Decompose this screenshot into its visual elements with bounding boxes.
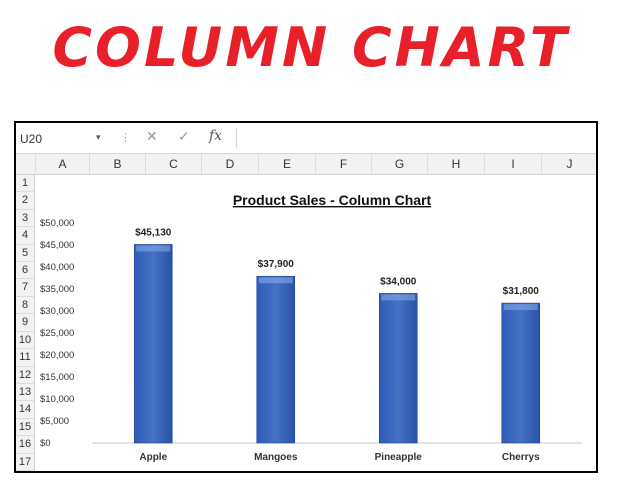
row-header-12[interactable]: 12: [16, 367, 34, 384]
row-header-17[interactable]: 17: [16, 454, 34, 471]
column-header-f[interactable]: F: [316, 154, 372, 174]
row-header-4[interactable]: 4: [16, 227, 34, 245]
chart-title: Product Sales - Column Chart: [233, 192, 432, 208]
column-header-i[interactable]: I: [485, 154, 542, 174]
bar-mangoes: [256, 275, 296, 444]
bar-apple: [133, 244, 173, 444]
row-header-5[interactable]: 5: [16, 245, 34, 263]
fx-icon[interactable]: fx: [209, 128, 223, 144]
row-header-1[interactable]: 1: [16, 175, 34, 193]
bar-bevel: [381, 294, 416, 301]
y-tick-label: $25,000: [40, 328, 74, 339]
y-tick-label: $35,000: [40, 284, 74, 295]
column-header-d[interactable]: D: [202, 154, 259, 174]
row-header-10[interactable]: 10: [16, 332, 34, 350]
row-header-13[interactable]: 13: [16, 384, 34, 402]
row-header-11[interactable]: 11: [16, 349, 34, 367]
select-all-corner[interactable]: [16, 154, 36, 174]
y-tick-label: $0: [40, 438, 51, 449]
x-tick-label: Pineapple: [375, 452, 423, 463]
row-header-14[interactable]: 14: [16, 401, 34, 419]
row-header-6[interactable]: 6: [16, 262, 34, 280]
bar-bevel: [136, 245, 171, 252]
row-header-column: 1 2 3 4 5 6 7 8 9 10 11 12 13 14 15 16 17: [16, 175, 35, 471]
bar-bevel: [503, 304, 538, 311]
row-header-7[interactable]: 7: [16, 279, 34, 297]
banner-title: COLUMN CHART: [52, 16, 570, 79]
formula-bar: U20 ▾ ⋮ ✕ ✓ fx: [16, 123, 596, 154]
row-header-15[interactable]: 15: [16, 419, 34, 437]
column-header-j[interactable]: J: [542, 154, 596, 174]
data-label: $31,800: [503, 286, 540, 297]
data-label: $34,000: [380, 276, 417, 287]
y-tick-label: $30,000: [40, 306, 74, 317]
grip-icon: ⋮: [120, 132, 131, 144]
row-header-3[interactable]: 3: [16, 210, 34, 228]
bar-bevel: [258, 277, 293, 284]
column-header-h[interactable]: H: [428, 154, 485, 174]
row-header-9[interactable]: 9: [16, 314, 34, 332]
cancel-x-icon[interactable]: ✕: [146, 128, 158, 144]
row-header-2[interactable]: 2: [16, 192, 34, 210]
column-header-b[interactable]: B: [90, 154, 146, 174]
column-header-a[interactable]: A: [36, 154, 90, 174]
formula-input[interactable]: [236, 128, 596, 148]
y-tick-label: $45,000: [40, 240, 74, 251]
column-header-e[interactable]: E: [259, 154, 316, 174]
y-tick-label: $5,000: [40, 416, 69, 427]
x-tick-label: Cherrys: [502, 452, 540, 463]
dropdown-chevron-icon[interactable]: ▾: [96, 132, 101, 142]
data-label: $37,900: [258, 259, 295, 270]
y-tick-label: $10,000: [40, 394, 74, 405]
column-chart[interactable]: Product Sales - Column Chart $0 $5,000 $10,…: [34, 175, 596, 471]
column-header-g[interactable]: G: [372, 154, 428, 174]
y-tick-label: $20,000: [40, 350, 74, 361]
y-tick-label: $15,000: [40, 372, 74, 383]
data-label: $45,130: [135, 227, 172, 238]
row-header-8[interactable]: 8: [16, 297, 34, 315]
y-tick-label: $50,000: [40, 218, 74, 229]
bar-pineapple: [378, 293, 418, 444]
y-tick-label: $40,000: [40, 262, 74, 273]
bar-cherrys: [501, 302, 541, 444]
name-box[interactable]: U20: [20, 132, 43, 146]
enter-check-icon[interactable]: ✓: [178, 128, 190, 144]
x-tick-label: Mangoes: [254, 452, 298, 463]
x-tick-label: Apple: [139, 452, 167, 463]
column-header-c[interactable]: C: [146, 154, 202, 174]
row-header-16[interactable]: 16: [16, 436, 34, 454]
